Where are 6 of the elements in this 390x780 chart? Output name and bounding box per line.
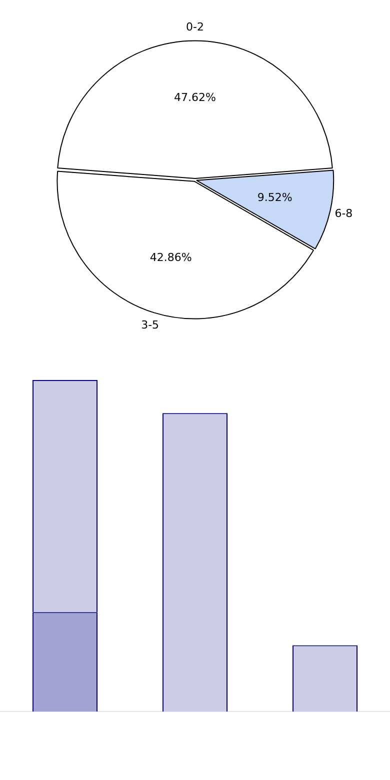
- slice-label: 6-8: [334, 206, 353, 220]
- slice-label: 0-2: [186, 20, 204, 34]
- data-label: 42.86%: [150, 251, 192, 264]
- data-label: 9.52%: [257, 191, 292, 204]
- slice-label: 3-5: [141, 318, 160, 332]
- data-label: 47.62%: [174, 90, 216, 104]
